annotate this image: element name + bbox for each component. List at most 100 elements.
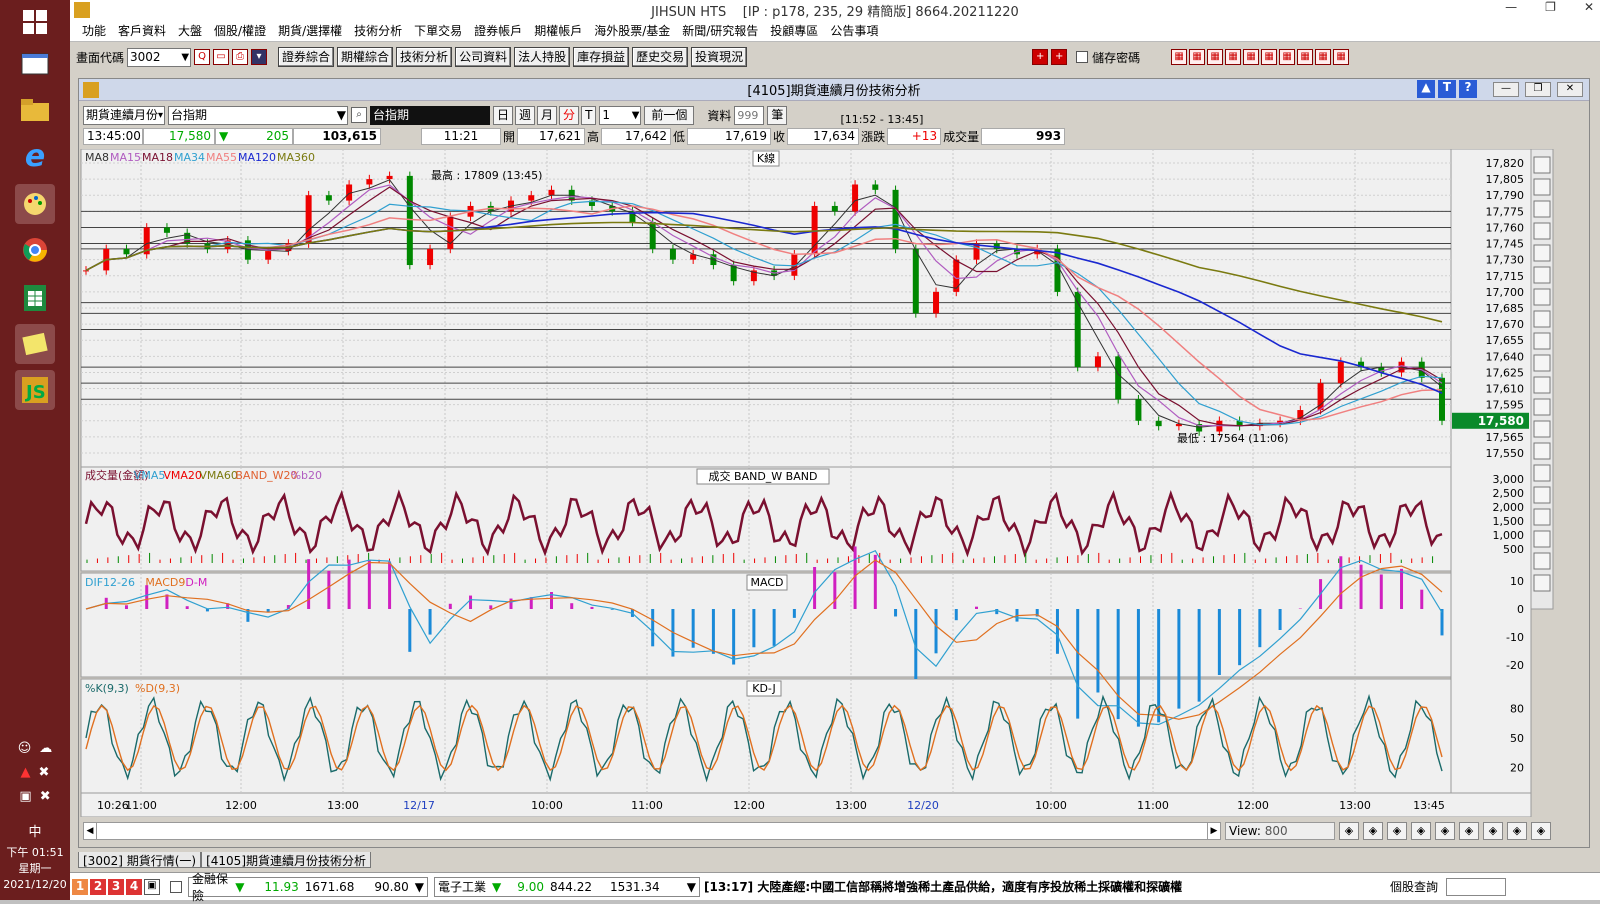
period-button-1[interactable]: 週: [515, 105, 536, 125]
chevron-down-icon[interactable]: ▼: [414, 879, 424, 894]
sticky-notes-icon[interactable]: [15, 324, 55, 364]
help-icon[interactable]: ?: [1459, 80, 1477, 98]
tray-person-icon[interactable]: ☺: [17, 740, 32, 756]
ticker-checkbox[interactable]: [170, 880, 182, 893]
chevron-down-icon[interactable]: ▾: [157, 109, 163, 121]
search-icon[interactable]: ⌕: [351, 107, 367, 123]
folder-icon[interactable]: [15, 90, 55, 130]
search-icon[interactable]: Q: [194, 49, 211, 65]
plus-icon[interactable]: [1533, 464, 1551, 482]
ime-indicator[interactable]: 中: [28, 824, 42, 840]
news-ticker[interactable]: [13:17] 大陸產經:中國工信部稱將增強稀土產品供給，適度有序投放稀土採礦權…: [704, 880, 1183, 894]
layout-3-icon[interactable]: 3: [108, 878, 124, 895]
menu-item-4[interactable]: 期貨/選擇權: [278, 24, 343, 38]
pen-icon[interactable]: [1533, 222, 1551, 240]
data-count-input[interactable]: 999: [734, 105, 765, 125]
spreadsheet-icon[interactable]: [15, 278, 55, 318]
fib-icon[interactable]: [1533, 420, 1551, 438]
copy-icon[interactable]: ◈: [1459, 822, 1479, 840]
scroll-left-icon[interactable]: ◀: [83, 822, 97, 840]
pen-icon[interactable]: ◈: [1507, 822, 1527, 840]
tool-icon-9[interactable]: ▦: [1333, 49, 1350, 65]
settings-icon[interactable]: ◈: [1531, 822, 1551, 840]
tool-icon-6[interactable]: ▦: [1279, 49, 1296, 65]
crosshair-icon[interactable]: [1533, 178, 1551, 196]
tray-cloud-icon[interactable]: ☁: [39, 740, 53, 756]
chart-minimize-icon[interactable]: —: [1493, 82, 1519, 97]
menu-item-9[interactable]: 海外股票/基金: [594, 24, 671, 38]
chevron-down-icon[interactable]: ▼: [686, 879, 696, 894]
toolbar-button-4[interactable]: 法人持股: [514, 47, 571, 67]
code-input[interactable]: 3002 ▼: [127, 47, 192, 67]
toolbar-button-1[interactable]: 期權綜合: [337, 47, 394, 67]
draw-icon[interactable]: ◈: [1339, 822, 1359, 840]
scroll-track[interactable]: [97, 822, 1207, 840]
menu-item-12[interactable]: 公告事項: [830, 24, 879, 38]
tray-pdf-icon[interactable]: ▲: [20, 764, 31, 780]
windows-start-icon[interactable]: [15, 2, 55, 42]
layout-2-icon[interactable]: 2: [90, 878, 106, 895]
menu-item-5[interactable]: 技術分析: [354, 24, 403, 38]
tool-icon-1[interactable]: ▦: [1189, 49, 1206, 65]
list-icon[interactable]: ▭: [213, 49, 230, 65]
tray-network-icon[interactable]: ✖: [38, 764, 50, 780]
window-icon[interactable]: [15, 44, 55, 84]
grid-icon[interactable]: [1533, 266, 1551, 284]
zoom-icon[interactable]: ◈: [1387, 822, 1407, 840]
zigzag-icon[interactable]: [1533, 376, 1551, 394]
chart-area[interactable]: 17,820 17,805 17,790 17,775 17,760 17,745 17,7…: [79, 149, 1589, 817]
period-button-2[interactable]: 月: [537, 105, 558, 125]
poly-icon[interactable]: [1533, 442, 1551, 460]
menu-item-1[interactable]: 客戶資料: [118, 24, 167, 38]
triangle-up-icon[interactable]: ▲: [1417, 80, 1435, 98]
prev-button[interactable]: 前一個: [644, 105, 695, 125]
menu-item-11[interactable]: 投顧專區: [770, 24, 819, 38]
tool-icon-3[interactable]: ▦: [1225, 49, 1242, 65]
refresh-icon[interactable]: ◈: [1411, 822, 1431, 840]
toolbar-button-7[interactable]: 投資現況: [691, 47, 748, 67]
fan-icon[interactable]: [1533, 288, 1551, 306]
toolbar-button-5[interactable]: 庫存損益: [573, 47, 630, 67]
tray-display-icon[interactable]: ▣: [19, 788, 32, 804]
text-icon[interactable]: T: [1438, 80, 1456, 98]
tool-icon-7[interactable]: ▦: [1297, 49, 1314, 65]
table-icon[interactable]: ◈: [1483, 822, 1503, 840]
tool-icon-5[interactable]: ▦: [1261, 49, 1278, 65]
ruler-icon[interactable]: [1533, 244, 1551, 262]
menu-item-2[interactable]: 大盤: [178, 24, 203, 38]
dropdown-icon[interactable]: ▾: [251, 49, 268, 65]
layout-1-icon[interactable]: 1: [72, 878, 88, 895]
chevron-down-icon[interactable]: ▼: [181, 51, 190, 63]
tool-icon-2[interactable]: ▦: [1207, 49, 1224, 65]
print-icon[interactable]: ⎙: [232, 49, 249, 65]
ellipse-icon[interactable]: [1533, 508, 1551, 526]
toolbar-button-0[interactable]: 證券綜合: [278, 47, 335, 67]
eraser-icon[interactable]: [1533, 574, 1551, 592]
unit-button[interactable]: 筆: [767, 105, 788, 125]
chevron-down-icon[interactable]: ▼: [631, 109, 640, 121]
scroll-right-icon[interactable]: ▶: [1207, 822, 1221, 840]
chart-svg[interactable]: 17,820 17,805 17,790 17,775 17,760 17,745 17,7…: [79, 149, 1589, 817]
paint-icon[interactable]: [15, 184, 55, 224]
menu-item-8[interactable]: 期權帳戶: [534, 24, 583, 38]
menu-item-10[interactable]: 新聞/研究報告: [682, 24, 759, 38]
chart-restore-icon[interactable]: ❐: [1525, 82, 1551, 97]
product-select[interactable]: 期貨連續月份 ▾: [83, 105, 165, 125]
toolbar-button-3[interactable]: 公司資料: [455, 47, 512, 67]
chevron-down-icon[interactable]: ▼: [336, 107, 346, 122]
menu-item-7[interactable]: 證券帳戶: [474, 24, 523, 38]
channel-icon[interactable]: [1533, 354, 1551, 372]
save-password-checkbox[interactable]: [1076, 51, 1089, 63]
sector-ticker-2[interactable]: 電子工業 ▼ 9.00 844.22 1531.34 ▼: [434, 876, 700, 897]
tray-volume-icon[interactable]: ✖: [39, 788, 51, 804]
period-button-3[interactable]: 分: [559, 105, 580, 125]
window-tab-1[interactable]: [4105]期貨連續月份技術分析: [201, 852, 371, 868]
internet-explorer-icon[interactable]: e: [24, 138, 46, 174]
red-cross-icon[interactable]: +: [1032, 49, 1049, 65]
lock-icon[interactable]: ▣: [144, 878, 160, 895]
red-cross-icon-2[interactable]: +: [1051, 49, 1068, 65]
ray-icon[interactable]: [1533, 332, 1551, 350]
horizontal-scrollbar[interactable]: ◀ ▶ View: 800 ◈ ◈ ◈ ◈ ◈ ◈ ◈ ◈ ◈: [83, 821, 1589, 841]
tool-icon-4[interactable]: ▦: [1243, 49, 1260, 65]
calc-icon[interactable]: ◈: [1435, 822, 1455, 840]
